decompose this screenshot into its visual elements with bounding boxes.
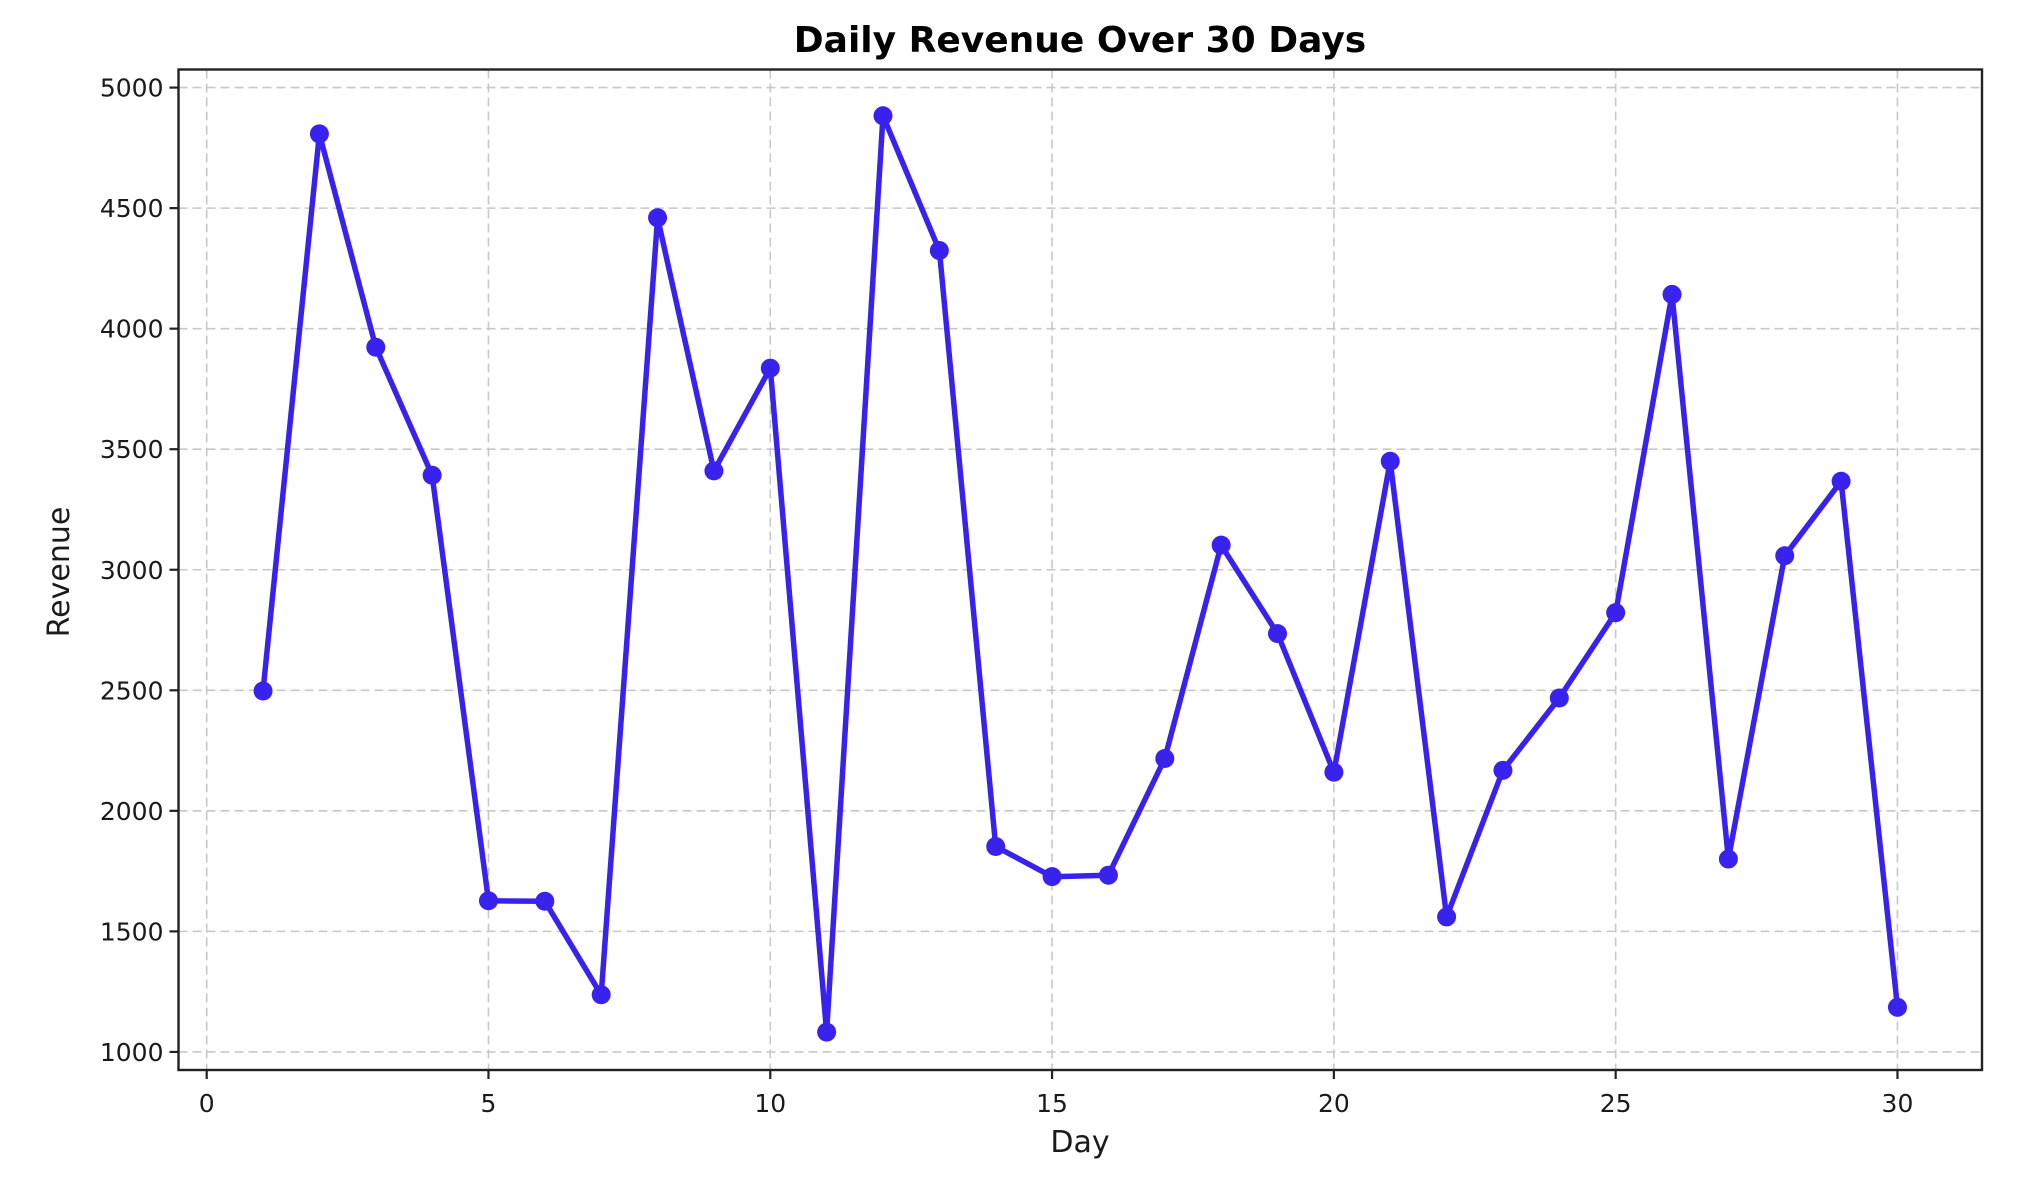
y-tick-label: 4500 bbox=[100, 194, 164, 223]
x-tick-label: 5 bbox=[481, 1089, 497, 1118]
x-axis-ticks: 0 5 10 15 20 25 30 bbox=[199, 1070, 1914, 1118]
y-tick-label: 2500 bbox=[100, 676, 164, 705]
y-tick-label: 5000 bbox=[100, 74, 164, 103]
series-line bbox=[260, 113, 1901, 1035]
data-point-marker bbox=[1606, 603, 1626, 623]
data-point-marker bbox=[873, 106, 893, 126]
data-point-marker bbox=[535, 891, 555, 911]
data-point-marker bbox=[648, 208, 668, 228]
data-point-marker bbox=[1662, 284, 1682, 304]
data-point-marker bbox=[1380, 451, 1400, 471]
y-tick-label: 3000 bbox=[100, 556, 164, 585]
data-point-marker bbox=[1437, 907, 1457, 927]
data-series bbox=[253, 106, 1907, 1042]
data-point-marker bbox=[817, 1022, 837, 1042]
data-point-marker bbox=[1098, 865, 1118, 885]
data-point-marker bbox=[1775, 546, 1795, 566]
x-tick-label: 15 bbox=[1036, 1089, 1068, 1118]
grid-lines bbox=[178, 69, 1982, 1070]
data-point-marker bbox=[1831, 471, 1851, 491]
y-tick-label: 3500 bbox=[100, 435, 164, 464]
x-axis-label: Day bbox=[1050, 1125, 1109, 1160]
y-axis-ticks: 1000 1500 2000 2500 3000 3500 4000 4500 5000 bbox=[100, 74, 179, 1067]
data-point-marker bbox=[1718, 849, 1738, 869]
y-tick-label: 1500 bbox=[100, 917, 164, 946]
data-point-marker bbox=[760, 358, 780, 378]
data-point-marker bbox=[591, 985, 611, 1005]
x-tick-label: 30 bbox=[1882, 1089, 1914, 1118]
data-point-marker bbox=[253, 681, 273, 701]
data-point-marker bbox=[1268, 624, 1288, 644]
y-axis-label: Revenue bbox=[42, 507, 77, 638]
data-point-marker bbox=[366, 337, 386, 357]
data-point-marker bbox=[1324, 762, 1344, 782]
data-point-marker bbox=[1887, 997, 1907, 1017]
y-tick-label: 1000 bbox=[100, 1038, 164, 1067]
x-tick-label: 20 bbox=[1318, 1089, 1350, 1118]
data-point-marker bbox=[1549, 688, 1569, 708]
chart-title: Daily Revenue Over 30 Days bbox=[794, 20, 1366, 61]
y-tick-label: 4000 bbox=[100, 315, 164, 344]
data-point-marker bbox=[929, 241, 949, 261]
data-point-marker bbox=[986, 837, 1006, 857]
data-point-marker bbox=[1042, 867, 1062, 887]
data-point-marker bbox=[478, 891, 498, 911]
data-point-marker bbox=[704, 461, 724, 481]
data-point-marker bbox=[309, 124, 329, 144]
x-tick-label: 0 bbox=[199, 1089, 215, 1118]
y-tick-label: 2000 bbox=[100, 797, 164, 826]
data-point-marker bbox=[1493, 760, 1513, 780]
data-point-marker bbox=[422, 465, 442, 485]
x-tick-label: 10 bbox=[754, 1089, 786, 1118]
data-point-marker bbox=[1155, 749, 1175, 769]
data-point-marker bbox=[1211, 535, 1231, 555]
x-tick-label: 25 bbox=[1600, 1089, 1632, 1118]
